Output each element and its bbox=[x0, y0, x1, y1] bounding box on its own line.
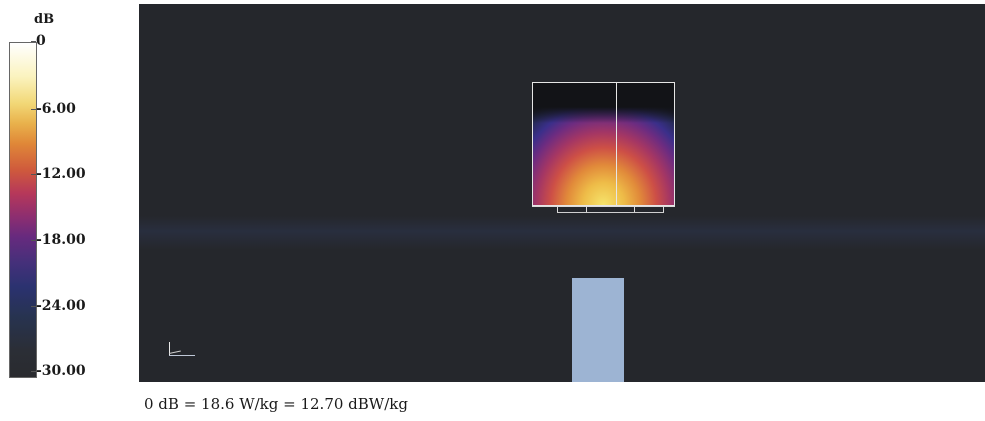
coordinate-axes-icon bbox=[163, 340, 203, 360]
reference-level-caption: 0 dB = 18.6 W/kg = 12.70 dBW/kg bbox=[144, 395, 408, 413]
phantom-low-region bbox=[533, 83, 674, 123]
phantom-base-line bbox=[532, 206, 675, 207]
colorbar-tick-18: -18.00 bbox=[31, 232, 86, 248]
phantom-base-bottom bbox=[557, 212, 664, 213]
phantom-sar-distribution bbox=[532, 82, 675, 206]
antenna-block bbox=[572, 278, 624, 382]
phantom-base-tab bbox=[557, 206, 558, 213]
colorbar-tick-12: -12.00 bbox=[31, 166, 86, 182]
phantom-base-tab bbox=[586, 206, 587, 213]
colorbar-tick-0: 0 bbox=[31, 33, 46, 49]
colorbar-unit-label: dB bbox=[34, 12, 55, 27]
phantom-divider-line bbox=[616, 83, 617, 205]
colorbar-tick-24: -24.00 bbox=[31, 298, 86, 314]
sar-plot-viewport[interactable] bbox=[139, 4, 985, 382]
colorbar-gradient bbox=[9, 42, 37, 378]
phantom-base-tab bbox=[663, 206, 664, 213]
horizontal-field-band bbox=[139, 216, 985, 250]
colorbar-tick-30: -30.00 bbox=[31, 363, 86, 379]
phantom-base-tab bbox=[634, 206, 635, 213]
colorbar-tick-6: -6.00 bbox=[31, 101, 76, 117]
